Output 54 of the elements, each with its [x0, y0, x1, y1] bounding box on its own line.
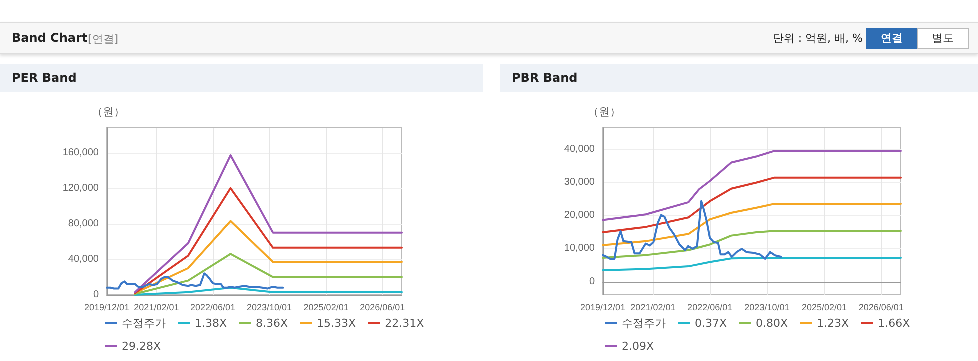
- x-tick-label: 2026/06/01: [858, 302, 904, 312]
- x-tick-label: 2019/12/01: [580, 302, 626, 312]
- x-tick-label: 2021/02/01: [630, 302, 676, 312]
- line-series: [106, 272, 284, 290]
- legend-label: 1.38X: [195, 317, 228, 330]
- x-tick-label: 2025/02/01: [304, 302, 349, 312]
- x-tick-label: 2023/10/01: [744, 302, 790, 312]
- y-axis-title: （원）: [588, 106, 621, 118]
- legend-label: 수정주가: [622, 317, 666, 330]
- y-tick-label: 40,000: [68, 254, 100, 265]
- line-series: [134, 187, 403, 294]
- legend-label: 29.28X: [122, 340, 162, 353]
- text: 연결: [866, 28, 918, 49]
- y-tick-label: 40,000: [564, 144, 596, 155]
- legend-label: 2.09X: [622, 340, 654, 353]
- line-series: [134, 253, 403, 296]
- line-series: [602, 150, 902, 222]
- line-series: [134, 220, 403, 294]
- legend-label: 22.31X: [385, 317, 425, 330]
- text: [연결]: [88, 32, 119, 47]
- x-tick-label: 2023/10/01: [247, 302, 292, 312]
- line-series: [602, 203, 902, 246]
- y-tick-label: 0: [589, 276, 596, 288]
- y-tick-label: 0: [93, 290, 100, 300]
- x-tick-label: 2026/06/01: [360, 302, 406, 312]
- text: Band Chart: [12, 31, 88, 45]
- x-tick-label: 2019/12/01: [84, 302, 130, 312]
- text: 단위 : 억원, 배, %: [772, 31, 863, 46]
- y-tick-label: 80,000: [68, 218, 100, 230]
- legend-label: 수정주가: [122, 317, 166, 330]
- y-tick-label: 10,000: [564, 243, 596, 254]
- x-tick-label: 2022/06/01: [688, 302, 733, 312]
- text: 별도: [917, 28, 969, 49]
- chart-title: PBR Band: [500, 64, 978, 92]
- legend-label: 8.36X: [256, 317, 289, 330]
- y-tick-label: 20,000: [564, 210, 596, 222]
- y-tick-label: 160,000: [62, 147, 100, 158]
- legend-label: 15.33X: [317, 317, 357, 330]
- line-series: [602, 176, 902, 234]
- line-series: [602, 200, 782, 260]
- legend-label: 0.37X: [695, 317, 728, 330]
- line-series: [602, 256, 902, 272]
- line-series: [134, 154, 403, 294]
- y-tick-label: 120,000: [62, 182, 100, 194]
- line-series: [602, 230, 902, 259]
- y-axis-title: （원）: [92, 106, 125, 118]
- legend-label: 1.23X: [817, 317, 850, 330]
- legend-label: 0.80X: [756, 317, 789, 330]
- chart-title: PER Band: [0, 64, 483, 92]
- x-tick-label: 2021/02/01: [134, 302, 180, 312]
- legend-label: 1.66X: [878, 317, 911, 330]
- x-tick-label: 2022/06/01: [190, 302, 236, 312]
- y-tick-label: 30,000: [564, 177, 596, 188]
- x-tick-label: 2025/02/01: [802, 302, 848, 312]
